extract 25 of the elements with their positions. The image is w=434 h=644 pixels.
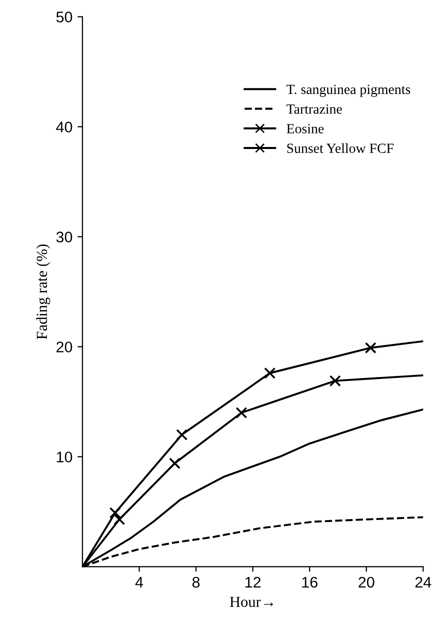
x-tick-label: 16 bbox=[302, 576, 318, 588]
point bbox=[168, 458, 180, 470]
x-tick-label: 8 bbox=[192, 576, 200, 588]
y-tick-label: 50 bbox=[56, 12, 72, 22]
x-tick-label: 4 bbox=[135, 577, 144, 588]
point bbox=[236, 406, 248, 418]
x-tick-label: 24 bbox=[415, 576, 432, 588]
legend-label: Eosine bbox=[286, 124, 324, 134]
y-tick-label: 40 bbox=[56, 122, 72, 132]
point bbox=[109, 507, 121, 519]
y-tick-label: 20 bbox=[56, 342, 72, 352]
legend-label: Tartrazine bbox=[286, 104, 342, 114]
x-tick-label: 20 bbox=[358, 576, 374, 588]
y-tick-label: 10 bbox=[56, 452, 72, 462]
point bbox=[114, 514, 126, 526]
y-tick-label: 30 bbox=[56, 232, 72, 242]
point bbox=[329, 375, 341, 387]
legend-label: T. sanguinea pigments bbox=[286, 84, 410, 97]
legend-label: Sunset Yellow FCF bbox=[287, 143, 394, 154]
point bbox=[264, 367, 276, 379]
point bbox=[364, 342, 376, 354]
point bbox=[176, 428, 188, 440]
x-tick-label: 12 bbox=[245, 576, 261, 588]
x-axis-title: Hour→ bbox=[230, 596, 274, 607]
y-axis-title: Fading rate (%) bbox=[36, 244, 50, 340]
